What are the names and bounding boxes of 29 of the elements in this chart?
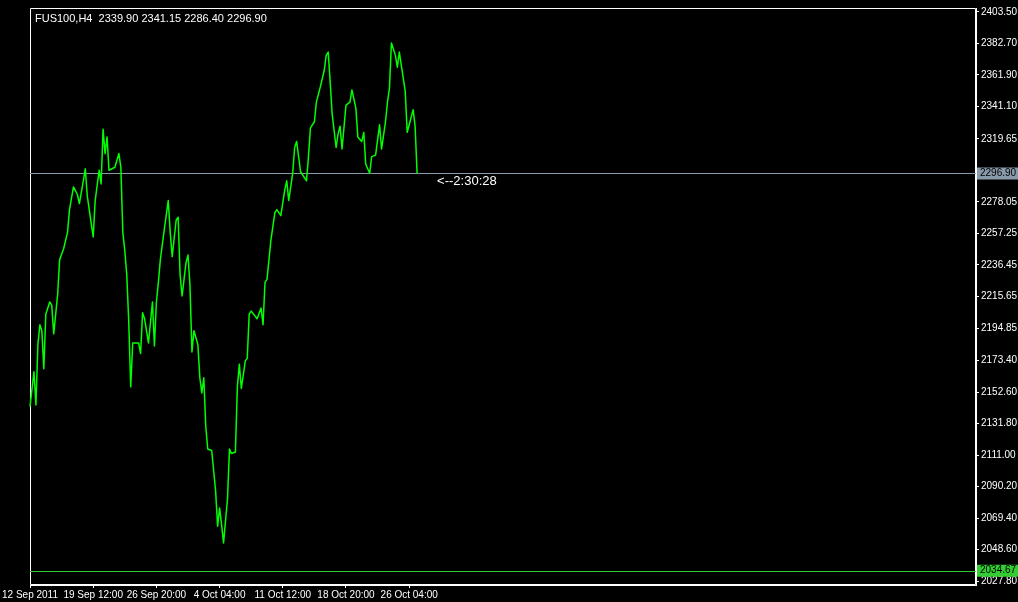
chart-title: FUS100,H4 2339.90 2341.15 2286.40 2296.90 (35, 11, 267, 24)
x-tick-label: 12 Sep 2011 (2, 588, 59, 600)
y-tick-label: 2361.90 (981, 68, 1018, 80)
y-tick-label: 2403.50 (981, 5, 1018, 17)
y-tick-label: 2215.65 (981, 290, 1018, 302)
y-tick-label: 2278.05 (981, 195, 1018, 207)
y-tick-label: 2090.20 (981, 480, 1018, 492)
annotation: <--2:30:28 (437, 173, 497, 189)
y-tick-label: 2236.45 (981, 258, 1018, 270)
y-tick-label: 2173.40 (981, 354, 1018, 366)
y-tick-label: 2319.65 (981, 132, 1018, 144)
ref-line-label: 2296.90 (980, 167, 1017, 179)
x-tick-label: 18 Oct 20:00 (317, 588, 376, 600)
y-tick-label: 2194.85 (981, 321, 1018, 333)
y-tick-label: 2382.70 (981, 37, 1018, 49)
y-tick-label: 2069.40 (981, 511, 1018, 523)
y-tick-label: 2341.10 (981, 100, 1018, 112)
x-tick-label: 26 Oct 04:00 (380, 588, 439, 600)
y-tick-label: 2257.25 (981, 227, 1018, 239)
ref-line-label: 2034.67 (980, 564, 1017, 576)
y-tick-label: 2131.80 (981, 417, 1018, 429)
x-tick-label: 4 Oct 04:00 (193, 588, 246, 600)
y-tick-label: 2111.00 (981, 448, 1017, 460)
y-tick-label: 2152.60 (981, 385, 1018, 397)
x-tick-label: 19 Sep 12:00 (63, 588, 124, 600)
y-tick-label: 2027.80 (981, 574, 1018, 586)
x-tick-label: 11 Oct 12:00 (254, 588, 312, 600)
x-tick-label: 26 Sep 20:00 (126, 588, 187, 600)
y-tick-label: 2048.60 (981, 543, 1018, 555)
